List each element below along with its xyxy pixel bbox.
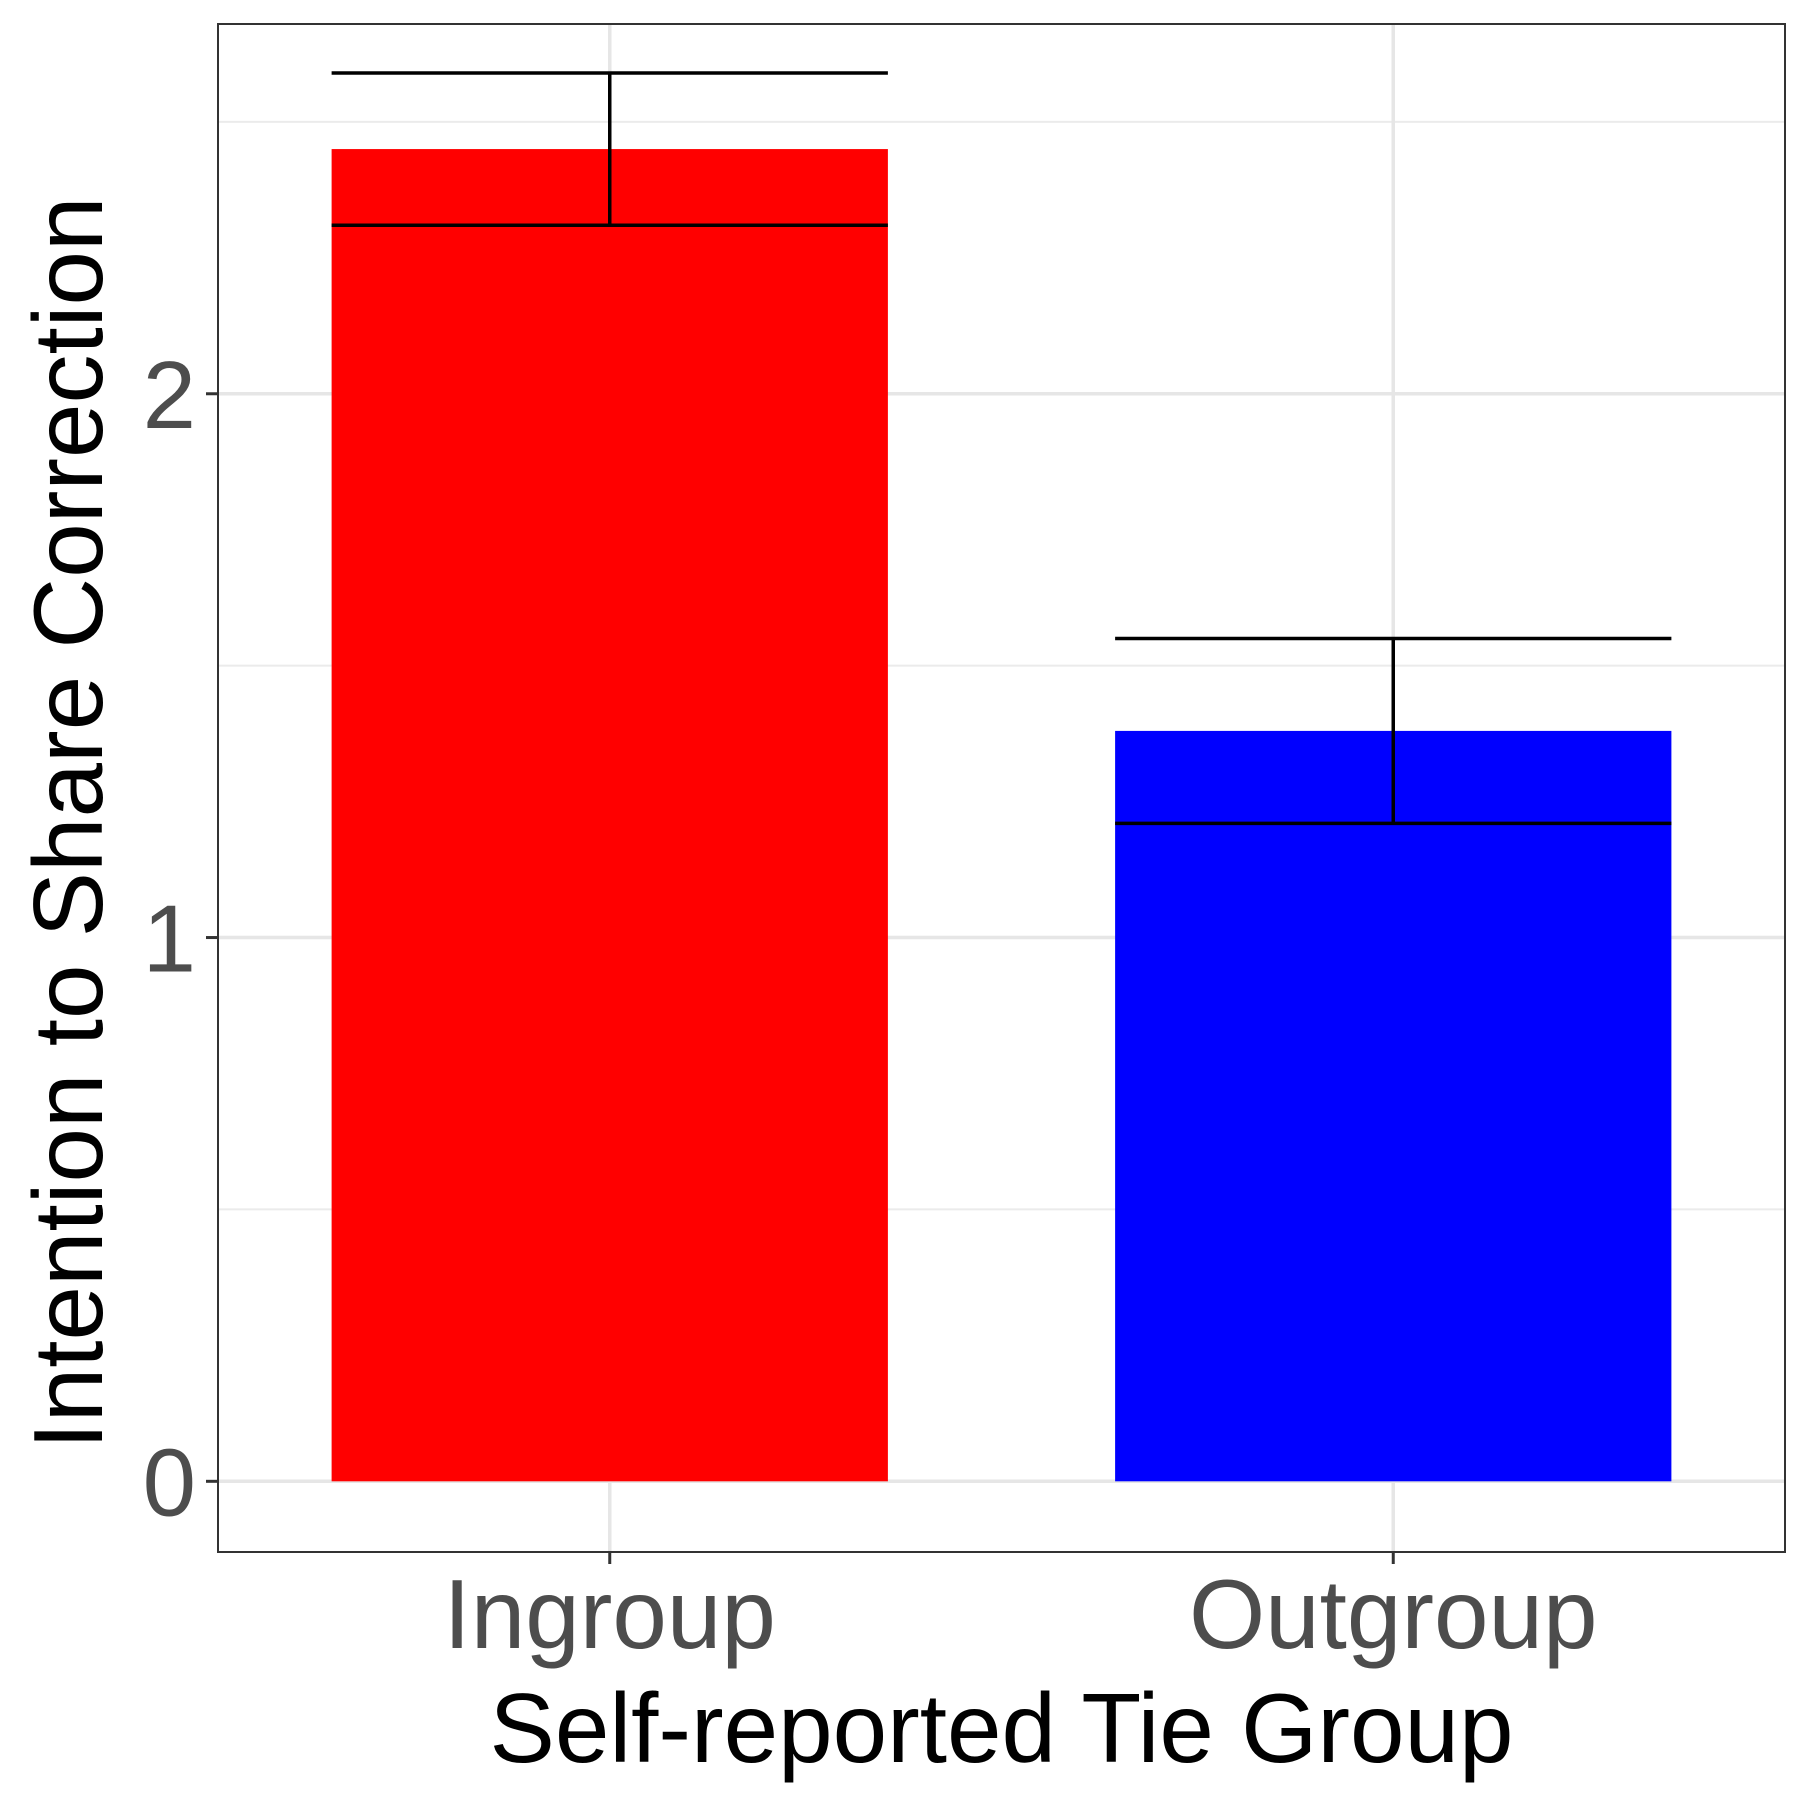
error-bar-ingroup (331, 71, 888, 227)
x-axis-title: Self-reported Tie Group (489, 1673, 1513, 1783)
x-tick-label: Ingroup (444, 1559, 776, 1669)
error-bars (331, 71, 1672, 826)
y-axis-title: Intention to Share Correction (13, 197, 123, 1450)
plot-panel-border (217, 23, 1786, 1553)
x-axis: Ingroup Outgroup (444, 1552, 1598, 1669)
bar-ingroup (331, 149, 888, 1482)
bars (331, 149, 1672, 1482)
x-tick-label: Outgroup (1189, 1559, 1598, 1669)
bar-outgroup (1115, 730, 1672, 1482)
y-axis: 0 1 2 (143, 342, 218, 1536)
y-tick-label: 1 (143, 886, 196, 993)
y-tick-label: 0 (143, 1429, 196, 1536)
y-tick-label: 2 (143, 342, 196, 449)
error-bar-outgroup (1115, 636, 1672, 826)
